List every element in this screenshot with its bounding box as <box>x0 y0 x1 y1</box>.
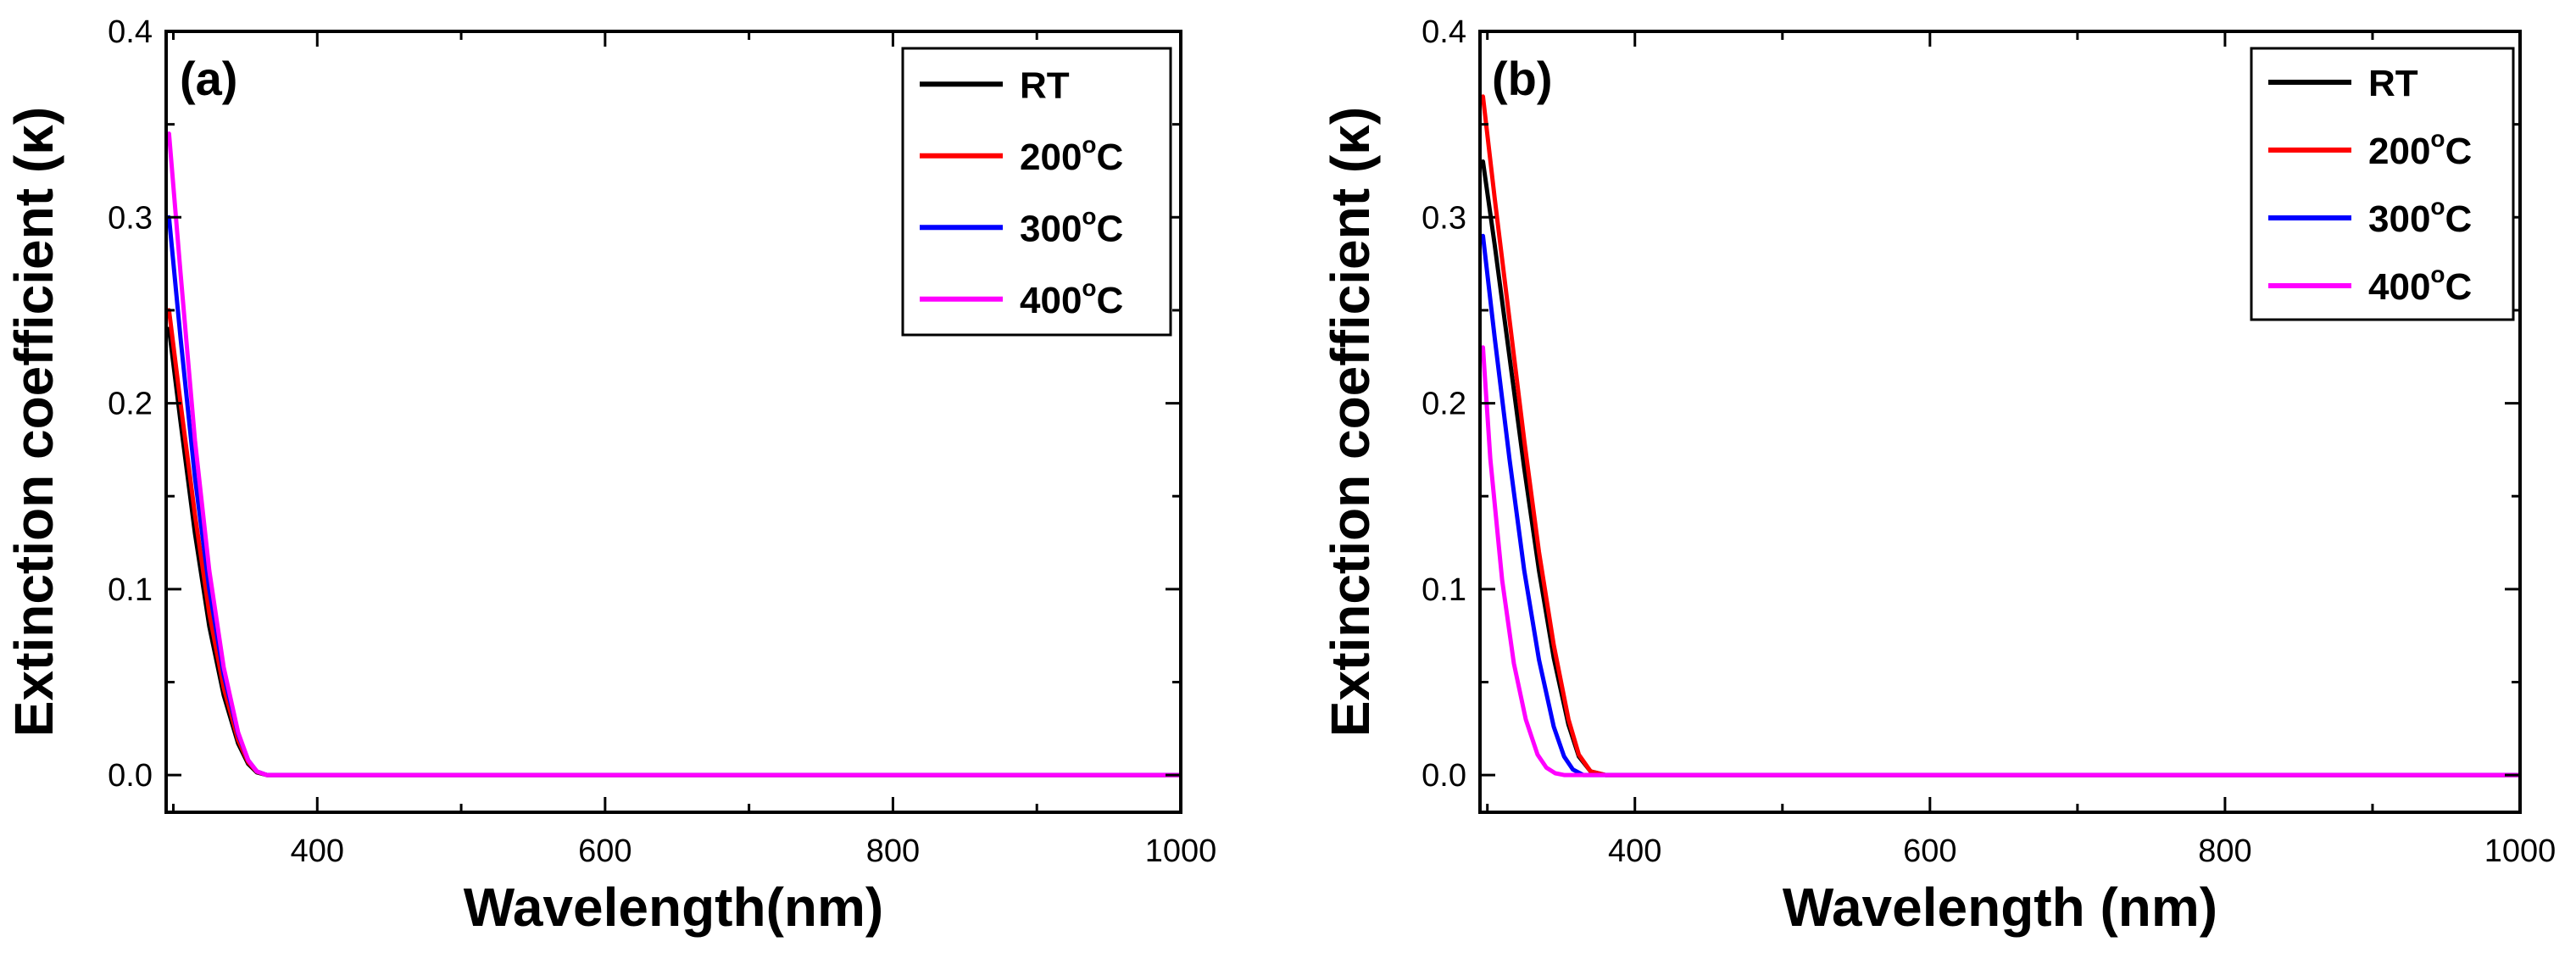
y-tick-label: 0.0 <box>1422 758 1466 794</box>
legend-label-3: 400oC <box>1020 275 1123 321</box>
series-line-0 <box>166 326 1181 777</box>
legend-label-3: 400oC <box>2368 261 2472 308</box>
y-tick-label: 0.1 <box>108 572 153 608</box>
panel-label: (b) <box>1492 52 1553 105</box>
x-axis-title: Wavelength (nm) <box>1783 877 2217 938</box>
y-tick-label: 0.3 <box>108 200 153 236</box>
x-axis-title: Wavelength(nm) <box>464 877 883 938</box>
legend-label-1: 200oC <box>2368 125 2472 172</box>
x-tick-label: 400 <box>1608 833 1661 869</box>
x-tick-label: 600 <box>1903 833 1956 869</box>
x-tick-label: 1000 <box>2484 833 2557 869</box>
legend-label-0: RT <box>2368 63 2418 104</box>
x-tick-label: 1000 <box>1145 833 1217 869</box>
legend-label-2: 300oC <box>1020 203 1123 249</box>
x-tick-label: 400 <box>291 833 344 869</box>
y-axis-title: Extinction coefficient (κ) <box>3 107 64 737</box>
chart-panel-b: 400 600 800 1000 0.0 0.1 0.2 0.3 0.4 Wavelength (… <box>1320 14 2556 938</box>
legend-label-2: 300oC <box>2368 193 2472 240</box>
y-tick-label: 0.4 <box>1422 14 1466 50</box>
chart-panel-a: 400 600 800 1000 0.0 0.1 0.2 0.3 0.4 Wavelength(n… <box>3 14 1216 938</box>
y-axis-title: Extinction coefficient (κ) <box>1320 107 1381 737</box>
legend: RT 200oC 300oC 400oC <box>901 47 1172 337</box>
legend-box <box>2250 47 2515 321</box>
series-line-3 <box>166 131 1181 777</box>
plot-frame <box>1478 30 2522 814</box>
y-tick-label: 0.0 <box>108 758 153 794</box>
series-line-1 <box>166 308 1181 777</box>
y-tick-label: 0.3 <box>1422 200 1466 236</box>
x-tick-label: 800 <box>2198 833 2251 869</box>
x-tick-label: 600 <box>578 833 631 869</box>
legend: RT 200oC 300oC 400oC <box>2250 47 2515 321</box>
legend-label-0: RT <box>1020 64 1070 106</box>
series-line-3 <box>1481 345 2520 777</box>
y-tick-label: 0.1 <box>1422 572 1466 608</box>
y-tick-label: 0.4 <box>108 14 153 50</box>
legend-label-1: 200oC <box>1020 131 1123 178</box>
x-tick-label: 800 <box>866 833 920 869</box>
y-tick-label: 0.2 <box>1422 387 1466 422</box>
y-tick-label: 0.2 <box>108 387 153 422</box>
legend-box <box>901 47 1172 337</box>
plot-frame <box>164 30 1182 814</box>
panel-label: (a) <box>180 52 237 105</box>
